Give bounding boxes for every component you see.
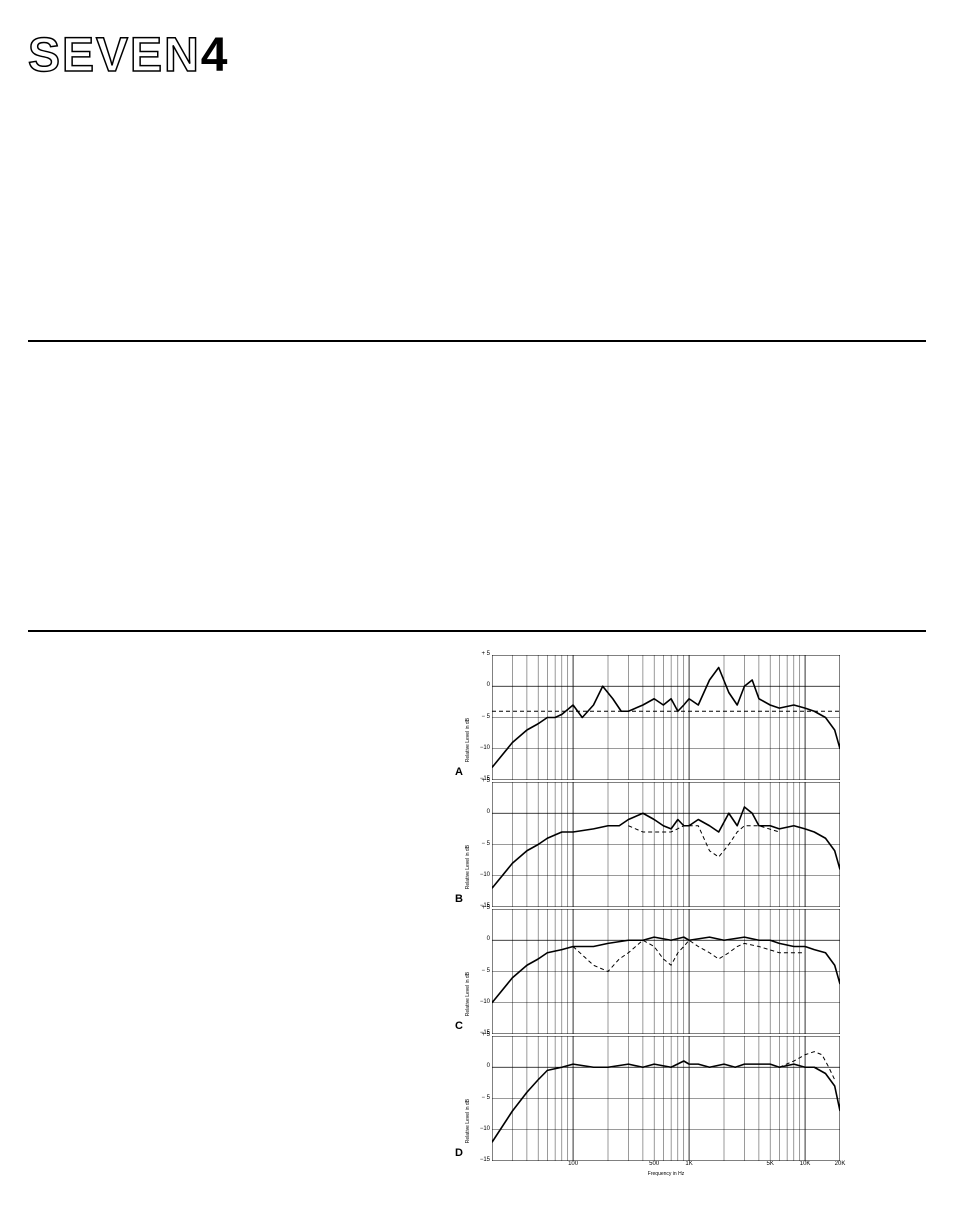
chart-panel-A: ARelative Level in dB+ 50− 5−10−15	[470, 655, 840, 780]
chart-svg	[492, 782, 840, 907]
y-tick-label: − 5	[476, 1095, 490, 1101]
divider-rule-top	[28, 340, 926, 342]
product-logo: SEVEN4	[28, 28, 229, 83]
panel-letter: D	[455, 1147, 463, 1159]
chart-svg	[492, 655, 840, 780]
x-tick-label: 5K	[766, 1161, 773, 1167]
y-tick-label: −15	[476, 1157, 490, 1163]
y-axis-label: Relative Level in dB	[465, 972, 471, 1016]
y-tick-label: 0	[476, 936, 490, 942]
y-tick-label: − 5	[476, 968, 490, 974]
x-tick-label: 500	[649, 1161, 659, 1167]
divider-rule-bottom	[28, 630, 926, 632]
panel-letter: C	[455, 1020, 463, 1032]
y-tick-label: 0	[476, 1063, 490, 1069]
chart-svg	[492, 909, 840, 1034]
y-tick-label: −10	[476, 745, 490, 751]
chart-panel-B: BRelative Level in dB+ 50− 5−10−15	[470, 782, 840, 907]
frequency-response-charts: ARelative Level in dB+ 50− 5−10−15BRelat…	[470, 655, 840, 1181]
chart-panel-C: CRelative Level in dB+ 50− 5−10−15	[470, 909, 840, 1034]
y-tick-label: 0	[476, 682, 490, 688]
y-tick-label: + 5	[476, 905, 490, 911]
y-axis-label: Relative Level in dB	[465, 845, 471, 889]
x-axis-title: Frequency in Hz	[648, 1171, 684, 1177]
x-axis-labels: 1005001K5K10K20KFrequency in Hz	[492, 1161, 840, 1181]
chart-panel-D: DRelative Level in dB+ 50− 5−10−15	[470, 1036, 840, 1161]
panel-letter: A	[455, 766, 463, 778]
y-tick-label: −10	[476, 1126, 490, 1132]
y-tick-label: −10	[476, 999, 490, 1005]
y-tick-label: + 5	[476, 778, 490, 784]
panel-letter: B	[455, 893, 463, 905]
y-tick-label: − 5	[476, 841, 490, 847]
x-tick-label: 10K	[800, 1161, 811, 1167]
y-tick-label: − 5	[476, 714, 490, 720]
x-tick-label: 100	[568, 1161, 578, 1167]
y-tick-label: −10	[476, 872, 490, 878]
y-tick-label: 0	[476, 809, 490, 815]
logo-solid-text: 4	[201, 29, 230, 82]
y-tick-label: + 5	[476, 651, 490, 657]
x-tick-label: 1K	[685, 1161, 692, 1167]
y-tick-label: + 5	[476, 1032, 490, 1038]
chart-svg	[492, 1036, 840, 1161]
y-axis-label: Relative Level in dB	[465, 1099, 471, 1143]
x-tick-label: 20K	[835, 1161, 846, 1167]
y-axis-label: Relative Level in dB	[465, 718, 471, 762]
logo-outline-text: SEVEN	[28, 29, 201, 82]
